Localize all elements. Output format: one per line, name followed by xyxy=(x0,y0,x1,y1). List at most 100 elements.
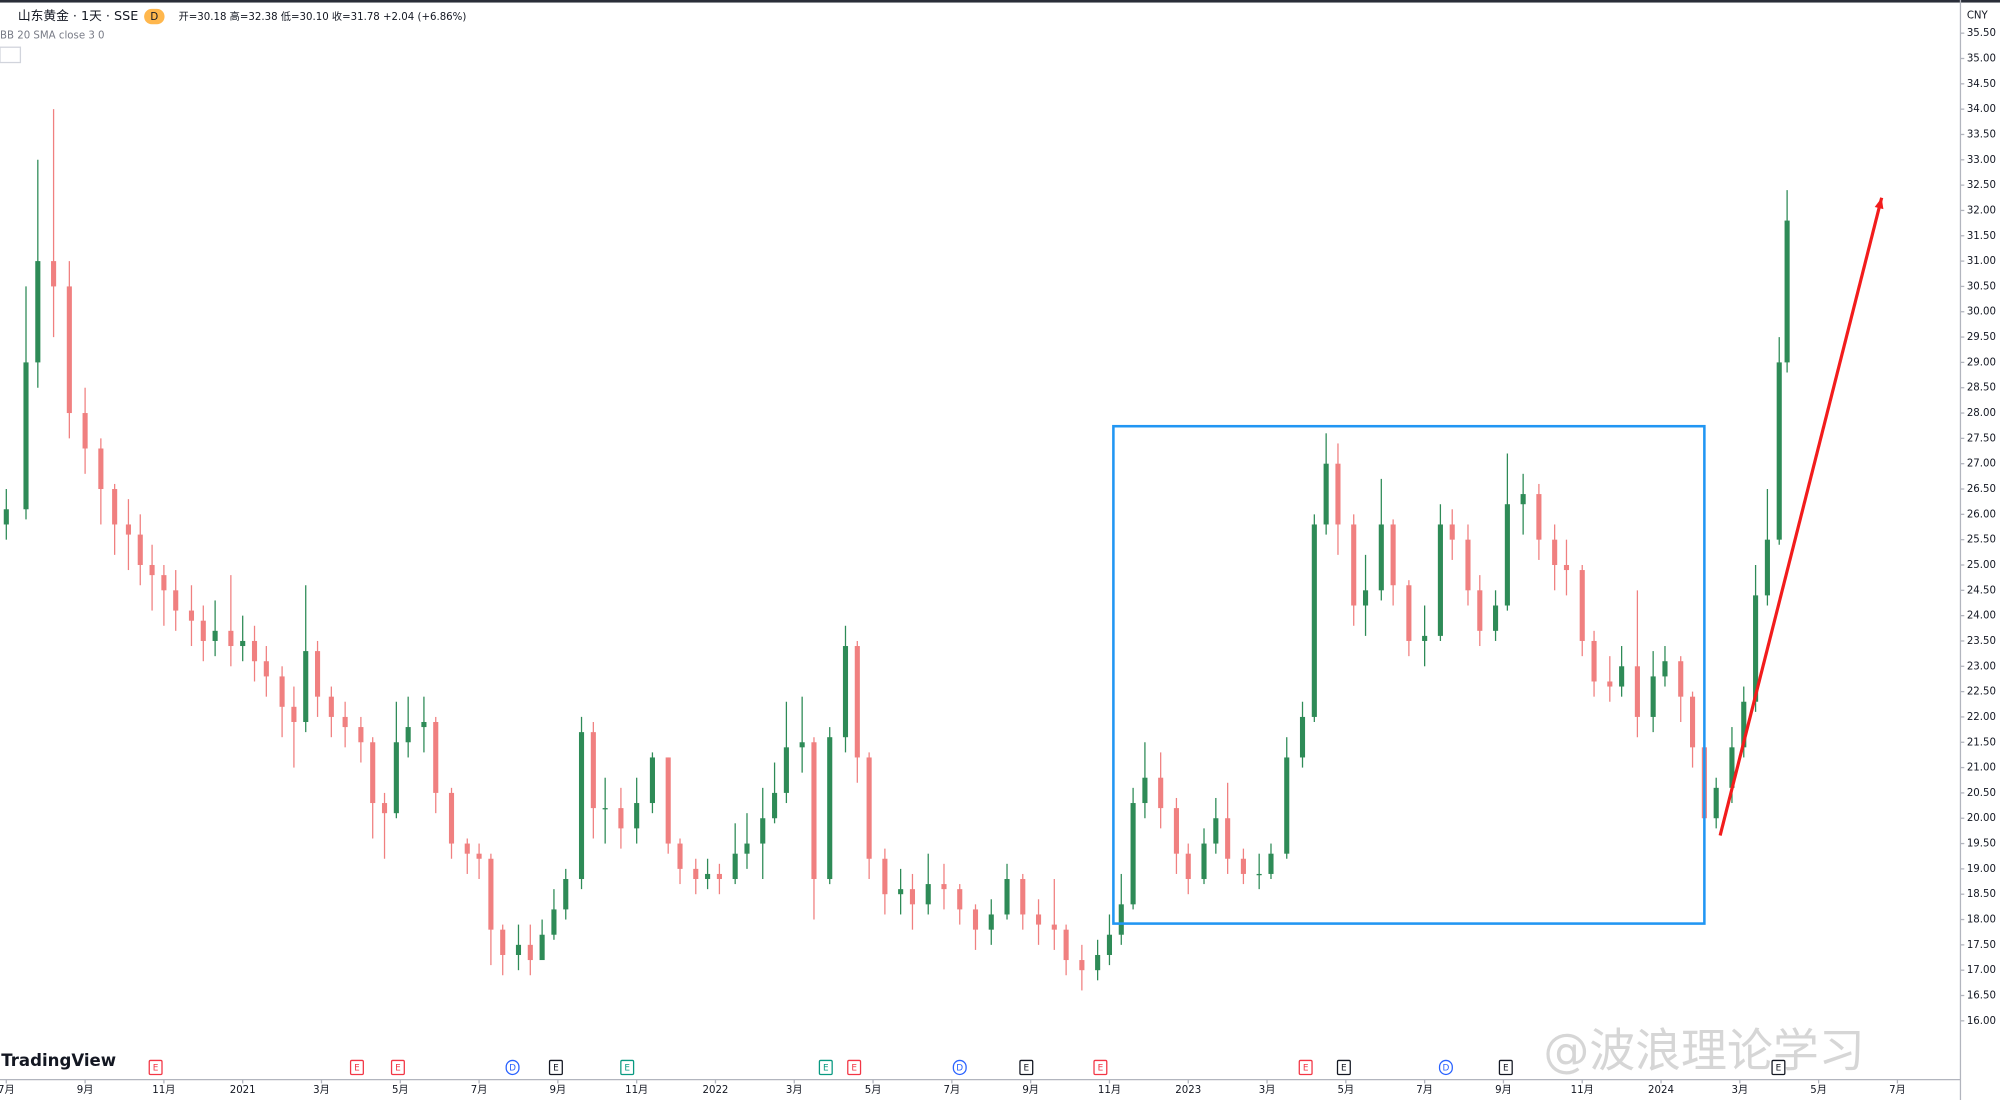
y-tick-label: 34.00 xyxy=(1967,104,1996,115)
y-tick-label: 25.50 xyxy=(1967,535,1996,546)
x-tick-label: 11月 xyxy=(152,1084,175,1096)
candle-body xyxy=(1776,362,1782,540)
candle-body xyxy=(1268,853,1274,874)
candle-body xyxy=(228,630,234,647)
x-tick-label: 2024 xyxy=(1648,1085,1674,1096)
y-tick-label: 32.50 xyxy=(1967,180,1996,191)
y-tick-label: 27.00 xyxy=(1967,459,1996,470)
y-tick-label: 27.50 xyxy=(1967,433,1996,444)
x-tick-label: 3月 xyxy=(313,1084,330,1096)
y-tick-label: 31.00 xyxy=(1967,256,1996,267)
plot-area xyxy=(3,109,1884,991)
x-tick-label: 2021 xyxy=(230,1085,256,1096)
y-tick-label: 35.00 xyxy=(1967,53,1996,64)
candle-body xyxy=(1035,914,1042,925)
y-tick-label: 33.00 xyxy=(1967,155,1996,166)
candle-body xyxy=(957,889,963,910)
candle-body xyxy=(925,884,931,905)
x-tick-label: 9月 xyxy=(1022,1084,1039,1096)
x-tick-label: 11月 xyxy=(1571,1084,1594,1096)
candle-body xyxy=(1650,676,1656,717)
y-tick-label: 18.00 xyxy=(1967,915,1996,926)
event-label: E xyxy=(1503,1064,1509,1074)
y-tick-label: 30.50 xyxy=(1967,281,1996,292)
symbol-title[interactable]: 山东黄金 · 1天 · SSE xyxy=(18,8,138,24)
y-tick-label: 30.00 xyxy=(1967,307,1996,318)
y-tick-label: 23.00 xyxy=(1967,661,1996,672)
candle-body xyxy=(1130,803,1136,905)
candle-body xyxy=(1764,539,1770,596)
event-label: D xyxy=(956,1064,963,1074)
candle-body xyxy=(539,934,545,961)
x-tick-label: 11月 xyxy=(1098,1084,1121,1096)
y-tick-label: 26.00 xyxy=(1967,509,1996,520)
candle-body xyxy=(125,524,131,535)
x-tick-label: 5月 xyxy=(1338,1084,1355,1096)
candle-body xyxy=(988,914,994,930)
candle-body xyxy=(1173,808,1179,854)
candle-body xyxy=(251,640,258,662)
candle-body xyxy=(1256,873,1262,876)
x-tick-label: 3月 xyxy=(1259,1084,1276,1096)
event-marker xyxy=(1093,1059,1108,1076)
candle-body xyxy=(421,722,427,728)
x-tick-label: 9月 xyxy=(77,1084,94,1096)
candle-body xyxy=(854,646,860,758)
candle-body xyxy=(602,808,608,810)
candle-body xyxy=(783,747,789,793)
y-tick-label: 24.00 xyxy=(1967,611,1996,622)
x-tick-label: 7月 xyxy=(1889,1084,1906,1096)
candle-body xyxy=(1634,666,1640,717)
y-tick-label: 18.50 xyxy=(1967,889,1996,900)
candle-body xyxy=(1004,879,1010,915)
candle-body xyxy=(1063,929,1069,961)
candle-body xyxy=(488,858,494,930)
candle-body xyxy=(866,757,872,859)
candle-body xyxy=(563,879,569,910)
event-marker xyxy=(1498,1059,1513,1076)
y-tick-label: 16.00 xyxy=(1967,1016,1996,1027)
event-marker xyxy=(505,1059,520,1076)
candle-body xyxy=(1552,539,1558,565)
x-tick-label: 5月 xyxy=(1810,1084,1827,1096)
candle-body xyxy=(1201,843,1207,880)
candle-body xyxy=(827,737,833,880)
arrow-head xyxy=(1874,197,1884,210)
candle-body xyxy=(1095,954,1101,971)
candle-body xyxy=(1607,681,1613,687)
event-label: D xyxy=(1442,1064,1449,1074)
candle-body xyxy=(772,792,778,819)
x-tick-label: 2022 xyxy=(703,1085,729,1096)
candle-body xyxy=(1689,696,1696,748)
collapse-button[interactable] xyxy=(0,46,22,64)
candle-body xyxy=(1390,524,1396,586)
candle-body xyxy=(314,651,321,697)
top-bar xyxy=(0,0,2000,3)
x-tick-label: 3月 xyxy=(1731,1084,1748,1096)
y-tick-label: 29.00 xyxy=(1967,357,1996,368)
candle-body xyxy=(760,818,766,844)
candle-body xyxy=(551,909,557,935)
currency: CNY xyxy=(1967,10,1989,21)
event-label: E xyxy=(1303,1064,1309,1074)
y-tick-label: 32.00 xyxy=(1967,205,1996,216)
candle-body xyxy=(1158,777,1164,809)
event-marker xyxy=(620,1059,635,1076)
trend-arrow xyxy=(1718,197,1884,836)
y-tick-label: 23.50 xyxy=(1967,636,1996,647)
x-tick-label: 7月 xyxy=(1416,1084,1433,1096)
indicator-label[interactable]: BB 20 SMA close 3 0 xyxy=(0,31,105,42)
candle-body xyxy=(1311,524,1317,717)
y-tick-label: 20.50 xyxy=(1967,788,1996,799)
x-tick-label: 7月 xyxy=(471,1084,488,1096)
y-tick-label: 21.50 xyxy=(1967,737,1996,748)
candle-body xyxy=(464,843,470,854)
y-tick-label: 28.50 xyxy=(1967,383,1996,394)
logo[interactable]: TradingView xyxy=(1,1051,116,1070)
candle-body xyxy=(476,853,482,859)
candle-body xyxy=(500,929,506,955)
y-tick-label: 33.50 xyxy=(1967,129,1996,140)
candle-body xyxy=(98,448,104,490)
candle-body xyxy=(634,803,640,829)
